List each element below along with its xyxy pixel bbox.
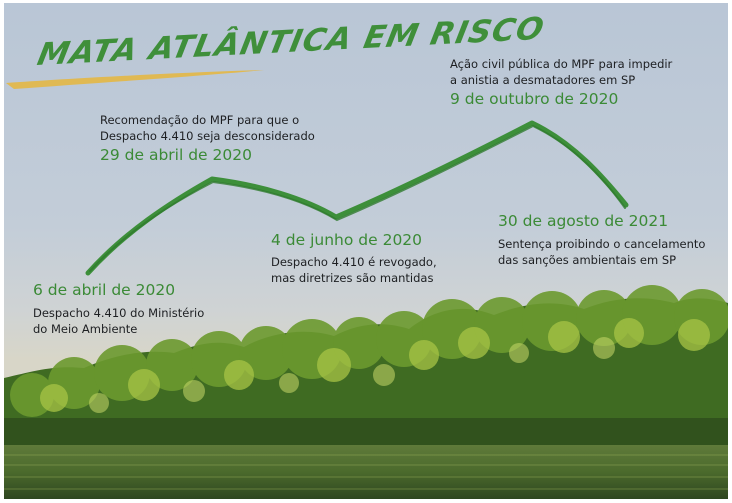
event-date-4: 9 de outubro de 2020	[450, 90, 619, 108]
event-desc-3-line-1: Despacho 4.410 é revogado,	[271, 255, 437, 269]
water	[4, 445, 728, 499]
timeline-line-rough	[89, 124, 626, 272]
event-desc-3-line-2: mas diretrizes são mantidas	[271, 271, 434, 285]
event-desc-3: Despacho 4.410 é revogado, mas diretrize…	[271, 254, 437, 286]
event-date-2: 29 de abril de 2020	[100, 146, 252, 164]
timeline-line	[85, 120, 629, 276]
event-desc-4-line-2: a anistia a desmatadores em SP	[450, 73, 636, 87]
title-brush-stroke	[6, 70, 264, 89]
event-desc-4-line-1: Ação civil pública do MPF para impedir	[450, 57, 673, 71]
scene-art	[4, 70, 728, 499]
event-desc-2-line-1: Recomendação do MPF para que o	[100, 113, 300, 127]
event-desc-5-line-2: das sanções ambientais em SP	[498, 253, 677, 267]
event-desc-1-line-1: Despacho 4.410 do Ministério	[33, 306, 205, 320]
infographic-frame: MATA ATLÂNTICA EM RISCO 6 de abril de 20…	[4, 3, 728, 499]
event-date-1: 6 de abril de 2020	[33, 281, 176, 299]
event-desc-1: Despacho 4.410 do Ministério do Meio Amb…	[33, 305, 204, 337]
event-date-5: 30 de agosto de 2021	[498, 212, 669, 230]
water-ripples	[4, 454, 728, 490]
event-desc-5-line-1: Sentença proibindo o cancelamento	[498, 237, 706, 251]
forest	[4, 285, 728, 446]
event-desc-2-line-2: Despacho 4.410 seja desconsiderado	[100, 129, 315, 143]
event-desc-2: Recomendação do MPF para que o Despacho …	[100, 112, 315, 144]
event-desc-5: Sentença proibindo o cancelamento das sa…	[498, 236, 705, 268]
event-desc-4: Ação civil pública do MPF para impedir a…	[450, 56, 672, 88]
event-desc-1-line-2: do Meio Ambiente	[33, 322, 138, 336]
event-date-3: 4 de junho de 2020	[271, 231, 423, 249]
